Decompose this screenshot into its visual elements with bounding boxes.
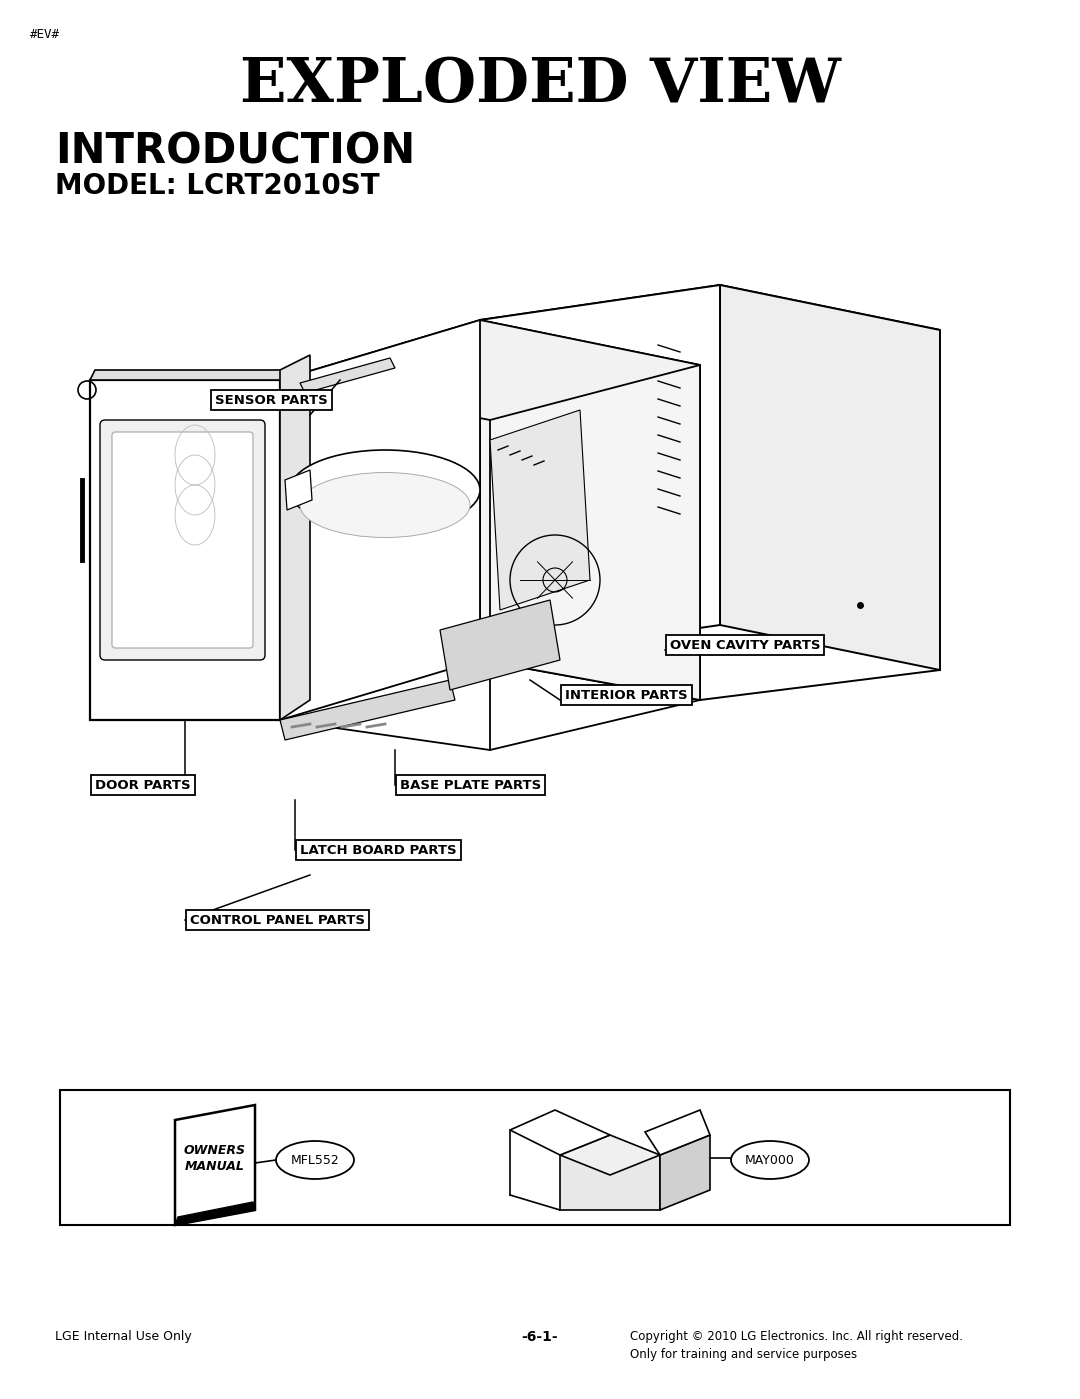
Polygon shape [480, 320, 700, 700]
Text: MFL552: MFL552 [291, 1154, 339, 1167]
Polygon shape [280, 680, 455, 740]
Polygon shape [561, 1135, 660, 1175]
Polygon shape [175, 1105, 255, 1226]
Polygon shape [660, 1135, 710, 1210]
Text: INTRODUCTION: INTRODUCTION [55, 130, 415, 172]
Polygon shape [440, 600, 561, 690]
Text: LATCH BOARD PARTS: LATCH BOARD PARTS [300, 844, 457, 856]
Polygon shape [510, 1109, 610, 1156]
Ellipse shape [276, 1142, 354, 1179]
Polygon shape [720, 285, 940, 670]
Text: LGE Internal Use Only: LGE Internal Use Only [55, 1330, 192, 1343]
Ellipse shape [291, 450, 480, 530]
Text: DOOR PARTS: DOOR PARTS [95, 778, 191, 792]
Polygon shape [480, 285, 720, 660]
Polygon shape [480, 285, 940, 365]
Ellipse shape [300, 473, 470, 537]
Polygon shape [490, 410, 590, 610]
Polygon shape [300, 358, 395, 393]
FancyBboxPatch shape [100, 420, 265, 660]
Text: CONTROL PANEL PARTS: CONTROL PANEL PARTS [190, 914, 365, 926]
Polygon shape [285, 470, 312, 511]
FancyBboxPatch shape [112, 432, 253, 648]
Text: EXPLODED VIEW: EXPLODED VIEW [240, 55, 840, 115]
Polygon shape [561, 1156, 660, 1210]
Text: #EV#: #EV# [30, 28, 60, 41]
Text: BASE PLATE PARTS: BASE PLATE PARTS [400, 778, 541, 792]
Polygon shape [90, 381, 280, 720]
Polygon shape [280, 320, 700, 420]
Text: SENSOR PARTS: SENSOR PARTS [215, 393, 327, 407]
Text: OVEN CAVITY PARTS: OVEN CAVITY PARTS [670, 638, 821, 652]
Text: MAY000: MAY000 [745, 1154, 795, 1167]
Text: -6-1-: -6-1- [522, 1330, 558, 1344]
Polygon shape [175, 1202, 255, 1226]
Ellipse shape [731, 1142, 809, 1179]
Text: MODEL: LCRT2010ST: MODEL: LCRT2010ST [55, 172, 380, 200]
Text: Copyright © 2010 LG Electronics. Inc. All right reserved.
Only for training and : Copyright © 2010 LG Electronics. Inc. Al… [630, 1330, 963, 1361]
FancyBboxPatch shape [60, 1090, 1010, 1226]
Text: OWNERS
MANUAL: OWNERS MANUAL [184, 1143, 246, 1172]
Polygon shape [280, 355, 310, 720]
Polygon shape [90, 369, 285, 381]
Polygon shape [280, 320, 480, 720]
Polygon shape [645, 1109, 710, 1156]
Text: INTERIOR PARTS: INTERIOR PARTS [565, 688, 688, 701]
